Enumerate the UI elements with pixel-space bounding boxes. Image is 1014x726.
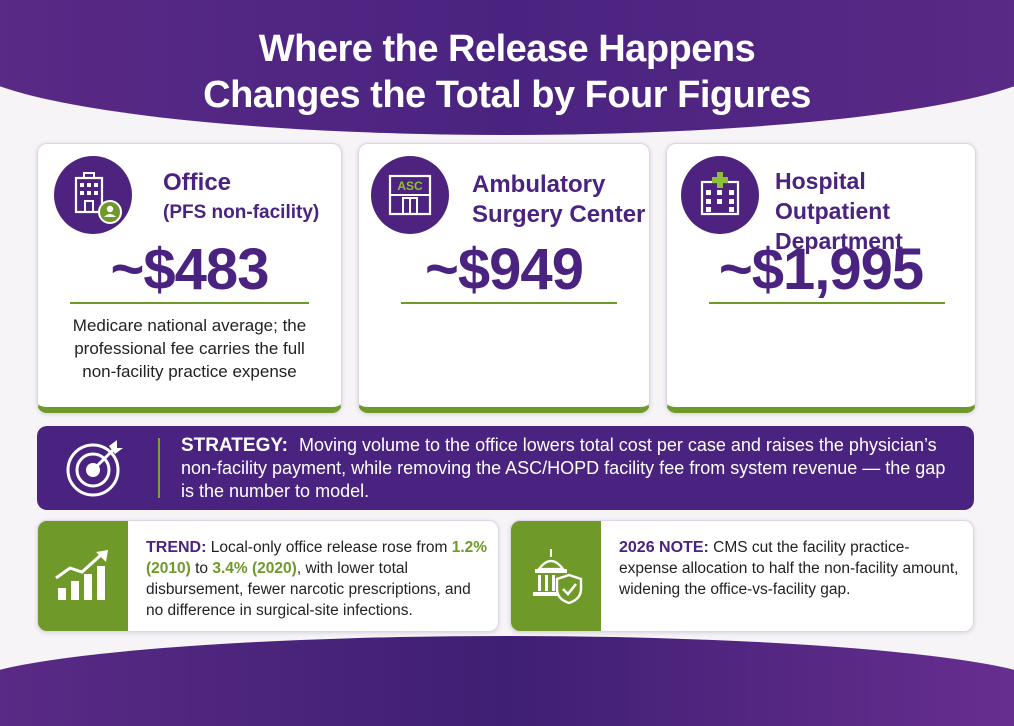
trend-text-a: Local-only office release rose from [210,539,448,556]
card-title: Office [163,169,232,196]
capitol-shield-icon [511,521,601,631]
trend-highlight-2020: 3.4% (2020) [212,560,297,577]
trend-text-c: , with lower total disbursement, fewer n… [146,560,471,619]
card-title: Ambulatory Surgery Center [472,170,645,230]
hospital-icon [681,156,759,234]
divider [70,302,309,304]
page-title: Where the Release Happens Changes the To… [0,26,1014,118]
strategy-label: STRATEGY: [181,435,288,456]
trend-label: TREND: [146,539,207,556]
note-text: 2026 NOTE: CMS cut the facility practice… [619,537,963,600]
note-box: 2026 NOTE: CMS cut the facility practice… [510,520,974,632]
trend-box: TREND: Local-only office release rose fr… [37,520,499,632]
asc-building-icon: ASC [371,156,449,234]
strategy-text: STRATEGY: Moving volume to the office lo… [181,434,961,503]
card-title-line-2: Surgery Center [472,201,646,228]
card-subtitle: (PFS non-facility) [163,202,320,223]
card-title-line-1: Hospital Outpatient [775,168,890,224]
header-band [0,0,1014,135]
card-description: Medicare national average; the professio… [72,316,307,381]
asc-icon-text: ASC [397,179,423,193]
trend-text-b: to [195,560,209,577]
trend-text: TREND: Local-only office release rose fr… [146,537,488,621]
note-label: 2026 NOTE: [619,539,709,556]
divider [401,302,617,304]
strategy-divider [158,438,160,498]
strategy-banner: STRATEGY: Moving volume to the office lo… [37,426,974,510]
title-line-2: Changes the Total by Four Figures [203,74,811,116]
title-line-1: Where the Release Happens [258,28,756,70]
price-office: ~$483 [110,237,270,302]
card-title-line-1: Ambulatory [472,171,606,198]
card-title: Hospital Outpatient Department [775,166,975,256]
price-hopd: ~$1,995 [718,237,924,302]
card-hopd: Hospital Outpatient Department ~$1,995 [666,143,976,413]
card-asc: ASC Ambulatory Surgery Center ~$949 [358,143,650,413]
card-title-line-2: Department [775,228,903,254]
note-body: CMS cut the facility practice-expense al… [619,539,959,598]
bar-chart-up-icon [38,521,128,631]
price-asc: ~$949 [425,237,584,302]
divider [709,302,945,304]
trend-highlight-2010: 1.2% (2010) [146,539,488,577]
strategy-body: Moving volume to the office lowers total… [181,435,946,501]
office-building-person-icon [54,156,132,234]
footer-band [0,636,1014,726]
card-office: Office (PFS non-facility) ~$483 Medicare… [37,143,342,413]
target-arrow-icon [66,440,123,497]
